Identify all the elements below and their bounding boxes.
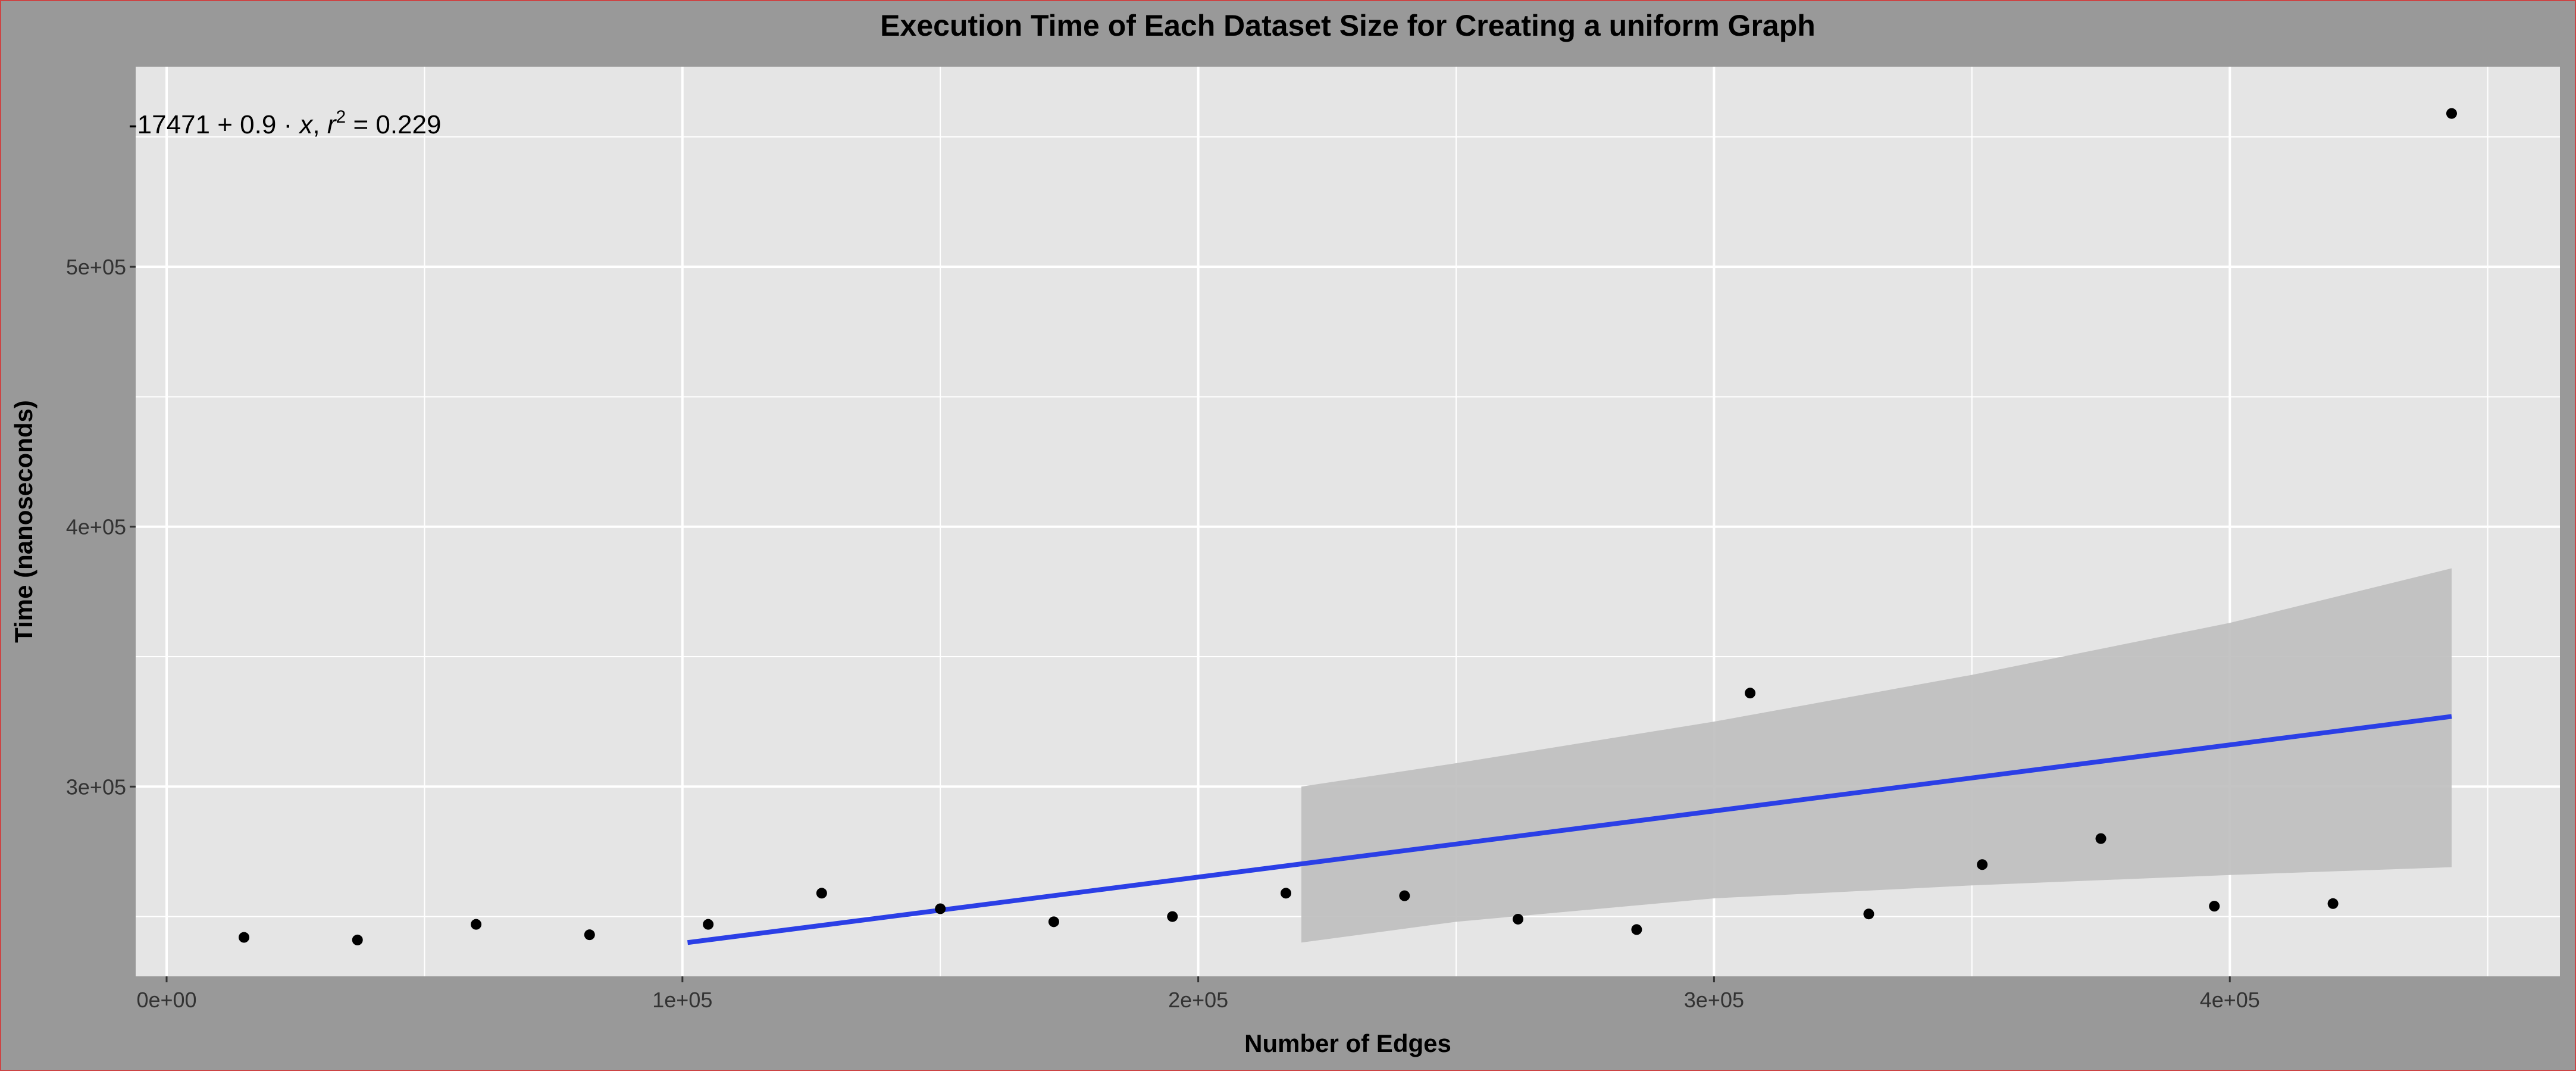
data-point xyxy=(584,929,595,941)
data-point xyxy=(2327,898,2339,909)
x-axis-title: Number of Edges xyxy=(1244,1029,1451,1057)
equation-prefix: -17471 + 0.9 · xyxy=(129,110,299,139)
regression-line xyxy=(687,714,2452,945)
data-point xyxy=(471,919,482,930)
y-axis-title: Time (nanoseconds) xyxy=(10,400,37,643)
x-tick-label: 2e+05 xyxy=(1168,988,1228,1012)
data-points xyxy=(239,108,2457,945)
equation-variable: x xyxy=(298,110,314,139)
data-point xyxy=(816,888,827,899)
data-point xyxy=(1745,688,1756,699)
equation-separator: , xyxy=(312,110,327,139)
data-point xyxy=(1048,916,1059,928)
data-point xyxy=(703,919,714,930)
data-point xyxy=(2446,108,2457,119)
fit-line-layer xyxy=(687,714,2452,945)
x-tick-label: 0e+00 xyxy=(136,988,196,1012)
r-squared-exponent: 2 xyxy=(336,107,346,127)
axis-ticks: 0e+00 1e+05 2e+05 3e+05 4e+05 3e+05 4e+05 5e+05 xyxy=(66,255,2260,1012)
x-tick-label: 4e+05 xyxy=(2200,988,2260,1012)
data-point xyxy=(1280,888,1291,899)
data-point xyxy=(935,903,946,914)
x-tick-label: 1e+05 xyxy=(652,988,712,1012)
data-point xyxy=(1631,924,1642,935)
data-point xyxy=(1399,890,1410,901)
data-point xyxy=(1977,859,1988,870)
data-point xyxy=(1167,911,1178,922)
data-point xyxy=(1863,908,1874,920)
y-tick-label: 5e+05 xyxy=(66,255,126,279)
r-squared-value: = 0.229 xyxy=(346,110,441,139)
data-point xyxy=(1513,913,1524,925)
data-point xyxy=(2095,833,2107,844)
data-point xyxy=(239,932,250,943)
r-squared-symbol: r xyxy=(327,110,337,139)
regression-equation: -17471 + 0.9 · x, r2 = 0.229 xyxy=(129,107,441,139)
chart-title: Execution Time of Each Dataset Size for … xyxy=(880,9,1816,42)
data-point xyxy=(2209,901,2220,912)
confidence-band-layer xyxy=(1301,568,2452,943)
x-tick-label: 3e+05 xyxy=(1684,988,1744,1012)
y-tick-label: 3e+05 xyxy=(66,775,126,799)
confidence-band xyxy=(1301,568,2452,943)
y-tick-label: 4e+05 xyxy=(66,515,126,539)
data-point xyxy=(352,934,363,945)
